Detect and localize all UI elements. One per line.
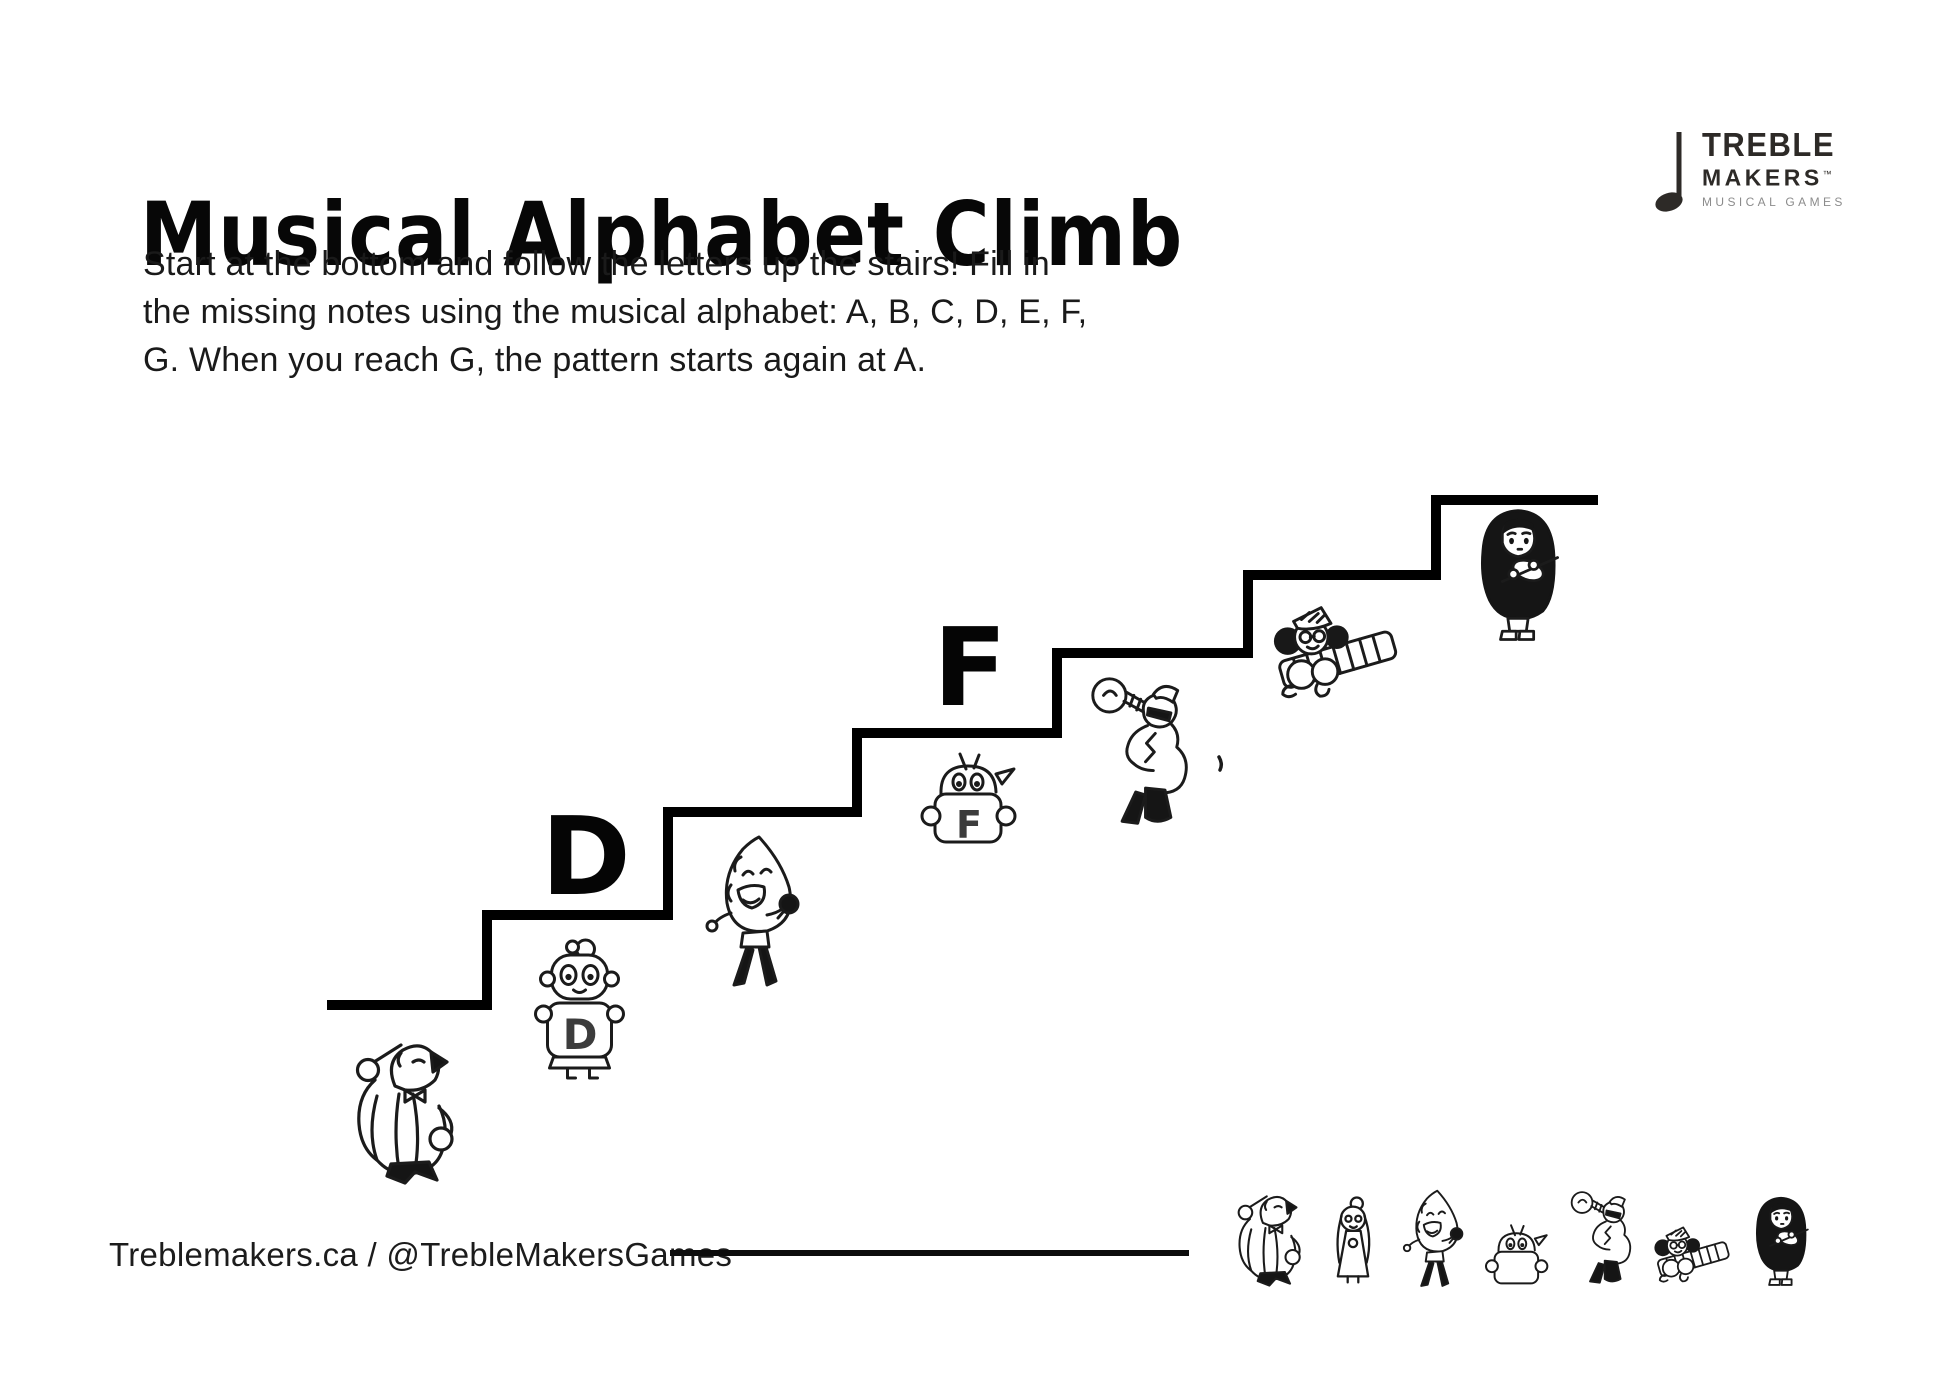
mascot-trumpet-player [1566,1186,1644,1290]
mascot-conductor [1228,1190,1312,1290]
motion-mark-icon [1217,755,1224,772]
robot-chest-letter-f: F [956,803,982,847]
mascot-robot [1484,1224,1550,1290]
character-pick-singer [700,833,814,991]
letter-slot-step-1[interactable] [347,893,467,993]
treblemakers-logo: TREBLE MAKERS™ MUSICAL GAMES [1652,125,1846,216]
character-violinist [1462,506,1574,646]
character-xylophone-player [1250,588,1408,708]
letter-slot-step-2: D [541,795,631,920]
footer-credit: Treblemakers.ca / @TrebleMakersGames [109,1236,733,1273]
letter-slot-step-3[interactable] [702,700,822,800]
quarter-note-icon [1655,132,1683,212]
letter-slot-step-6[interactable] [1282,463,1402,563]
mascot-bun-singer [1322,1196,1384,1290]
letter-slot-step-4: F [933,606,1007,731]
letter-slot-step-5[interactable] [1092,541,1212,641]
instructions-line: the missing notes using the musical alph… [143,293,1088,331]
robot-chest-letter-d: D [562,1010,598,1059]
logo-trademark: ™ [1822,169,1832,179]
instructions-line: Start at the bottom and follow the lette… [143,245,1050,283]
footer-divider-line [670,1250,1189,1256]
staircase-line [327,495,1598,1010]
character-conductor [336,1040,476,1185]
logo-name-treble: TREBLE [1702,125,1835,164]
logo-tagline: MUSICAL GAMES [1702,194,1846,209]
letter-slot-step-7[interactable] [1454,388,1574,488]
character-trumpet-player [1085,668,1207,836]
mascot-xylophone-player [1640,1214,1736,1290]
mascot-pick-singer [1400,1188,1472,1290]
logo-name-makers: MAKERS [1702,164,1823,191]
mascot-violinist [1748,1194,1814,1290]
instructions-line: G. When you reach G, the pattern starts … [143,341,927,379]
instructions: Start at the bottom and follow the lette… [143,240,1087,384]
page-title: Musical Alphabet Climb [140,182,1184,286]
